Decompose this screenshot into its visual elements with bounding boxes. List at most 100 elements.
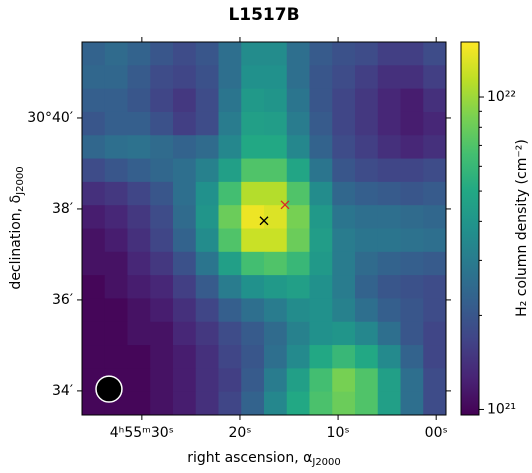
- heatmap-cell: [82, 321, 106, 346]
- heatmap-cell: [173, 391, 197, 416]
- marker-stroke: [259, 216, 269, 226]
- heatmap-cell: [332, 345, 356, 369]
- heatmap-cell: [423, 298, 447, 323]
- heatmap-cell: [150, 321, 174, 346]
- heatmap-cell: [309, 321, 333, 346]
- heatmap-cell: [241, 345, 265, 369]
- heatmap-cell: [264, 42, 288, 66]
- heatmap-cell: [150, 205, 174, 229]
- heatmap-cell: [82, 228, 106, 253]
- y-axis-label-sub: J2000: [15, 166, 26, 195]
- y-tick-label: 36′: [52, 292, 73, 308]
- heatmap-cell: [173, 228, 197, 253]
- beam: [95, 375, 123, 403]
- heatmap-cell: [332, 228, 356, 253]
- heatmap-cell: [423, 205, 447, 229]
- heatmap-cell: [309, 181, 333, 206]
- heatmap-cell: [264, 135, 288, 160]
- heatmap-cell: [309, 368, 333, 393]
- heatmap-cell: [377, 181, 401, 206]
- heatmap-cell: [400, 391, 424, 416]
- heatmap-cell: [104, 158, 128, 183]
- heatmap-cell: [127, 181, 151, 206]
- heatmap-cell: [241, 205, 265, 229]
- heatmap-cell: [82, 275, 106, 299]
- heatmap-cell: [104, 135, 128, 160]
- heatmap-cell: [332, 181, 356, 206]
- heatmap-cell: [127, 158, 151, 183]
- chart-title: L1517B: [228, 5, 299, 25]
- heatmap-cell: [332, 65, 356, 90]
- heatmap-cell: [377, 88, 401, 113]
- heatmap-cell: [241, 391, 265, 416]
- heatmap-cell: [173, 251, 197, 276]
- heatmap-cell: [104, 88, 128, 113]
- heatmap-cell: [150, 181, 174, 206]
- heatmap-cell: [286, 65, 310, 90]
- heatmap-cell: [309, 88, 333, 113]
- heatmap-cell: [241, 111, 265, 136]
- heatmap-cell: [195, 228, 219, 253]
- heatmap-cell: [195, 298, 219, 323]
- heatmap-cell: [309, 65, 333, 90]
- heatmap-cell: [264, 368, 288, 393]
- heatmap-cell: [400, 275, 424, 299]
- heatmap-cell: [264, 345, 288, 369]
- heatmap-cell: [82, 205, 106, 229]
- heatmap-cell: [173, 111, 197, 136]
- heatmap-cell: [377, 158, 401, 183]
- heatmap-cell: [355, 298, 379, 323]
- heatmap-cell: [241, 275, 265, 299]
- heatmap-cell: [104, 111, 128, 136]
- heatmap-cell: [195, 111, 219, 136]
- heatmap-cell: [332, 298, 356, 323]
- heatmap-cell: [309, 42, 333, 66]
- heatmap-cell: [309, 298, 333, 323]
- heatmap-cell: [104, 65, 128, 90]
- heatmap-cell: [173, 135, 197, 160]
- heatmap-cell: [377, 298, 401, 323]
- heatmap-cell: [241, 368, 265, 393]
- heatmap-cell: [286, 321, 310, 346]
- heatmap-cell: [104, 42, 128, 66]
- y-axis-label-main: declination, δ: [8, 195, 24, 290]
- heatmap-cell: [127, 42, 151, 66]
- heatmap-cell: [423, 65, 447, 90]
- heatmap-cell: [355, 275, 379, 299]
- heatmap-cell: [218, 65, 242, 90]
- heatmap-cell: [423, 228, 447, 253]
- heatmap-cell: [332, 368, 356, 393]
- heatmap-cell: [355, 42, 379, 66]
- x-tick-label: 00ˢ: [425, 425, 448, 441]
- x-axis-label: right ascension, αJ2000: [187, 450, 341, 468]
- heatmap-cell: [150, 65, 174, 90]
- heatmap-cell: [150, 135, 174, 160]
- heatmap-cell: [286, 158, 310, 183]
- heatmap-cell: [218, 391, 242, 416]
- heatmap-cell: [150, 345, 174, 369]
- heatmap-cell: [218, 42, 242, 66]
- heatmap-cell: [195, 275, 219, 299]
- heatmap-cell: [264, 298, 288, 323]
- x-axis-label-sub: J2000: [311, 457, 340, 468]
- heatmap-cell: [286, 205, 310, 229]
- heatmap-cell: [355, 181, 379, 206]
- heatmap-cell: [309, 391, 333, 416]
- heatmap-cell: [241, 298, 265, 323]
- heatmap-cell: [82, 135, 106, 160]
- heatmap-cell: [332, 111, 356, 136]
- heatmap-cell: [127, 65, 151, 90]
- heatmap-cell: [127, 228, 151, 253]
- heatmap-cell: [218, 298, 242, 323]
- y-tick-label: 38′: [52, 201, 73, 217]
- heatmap-cell: [127, 345, 151, 369]
- y-tick-label: 30°40′: [27, 110, 73, 126]
- heatmap-cell: [82, 88, 106, 113]
- heatmap-cell: [423, 135, 447, 160]
- heatmap-cell: [264, 65, 288, 90]
- heatmap-cell: [332, 251, 356, 276]
- heatmap-cell: [173, 298, 197, 323]
- heatmap-cell: [218, 181, 242, 206]
- heatmap-cell: [286, 135, 310, 160]
